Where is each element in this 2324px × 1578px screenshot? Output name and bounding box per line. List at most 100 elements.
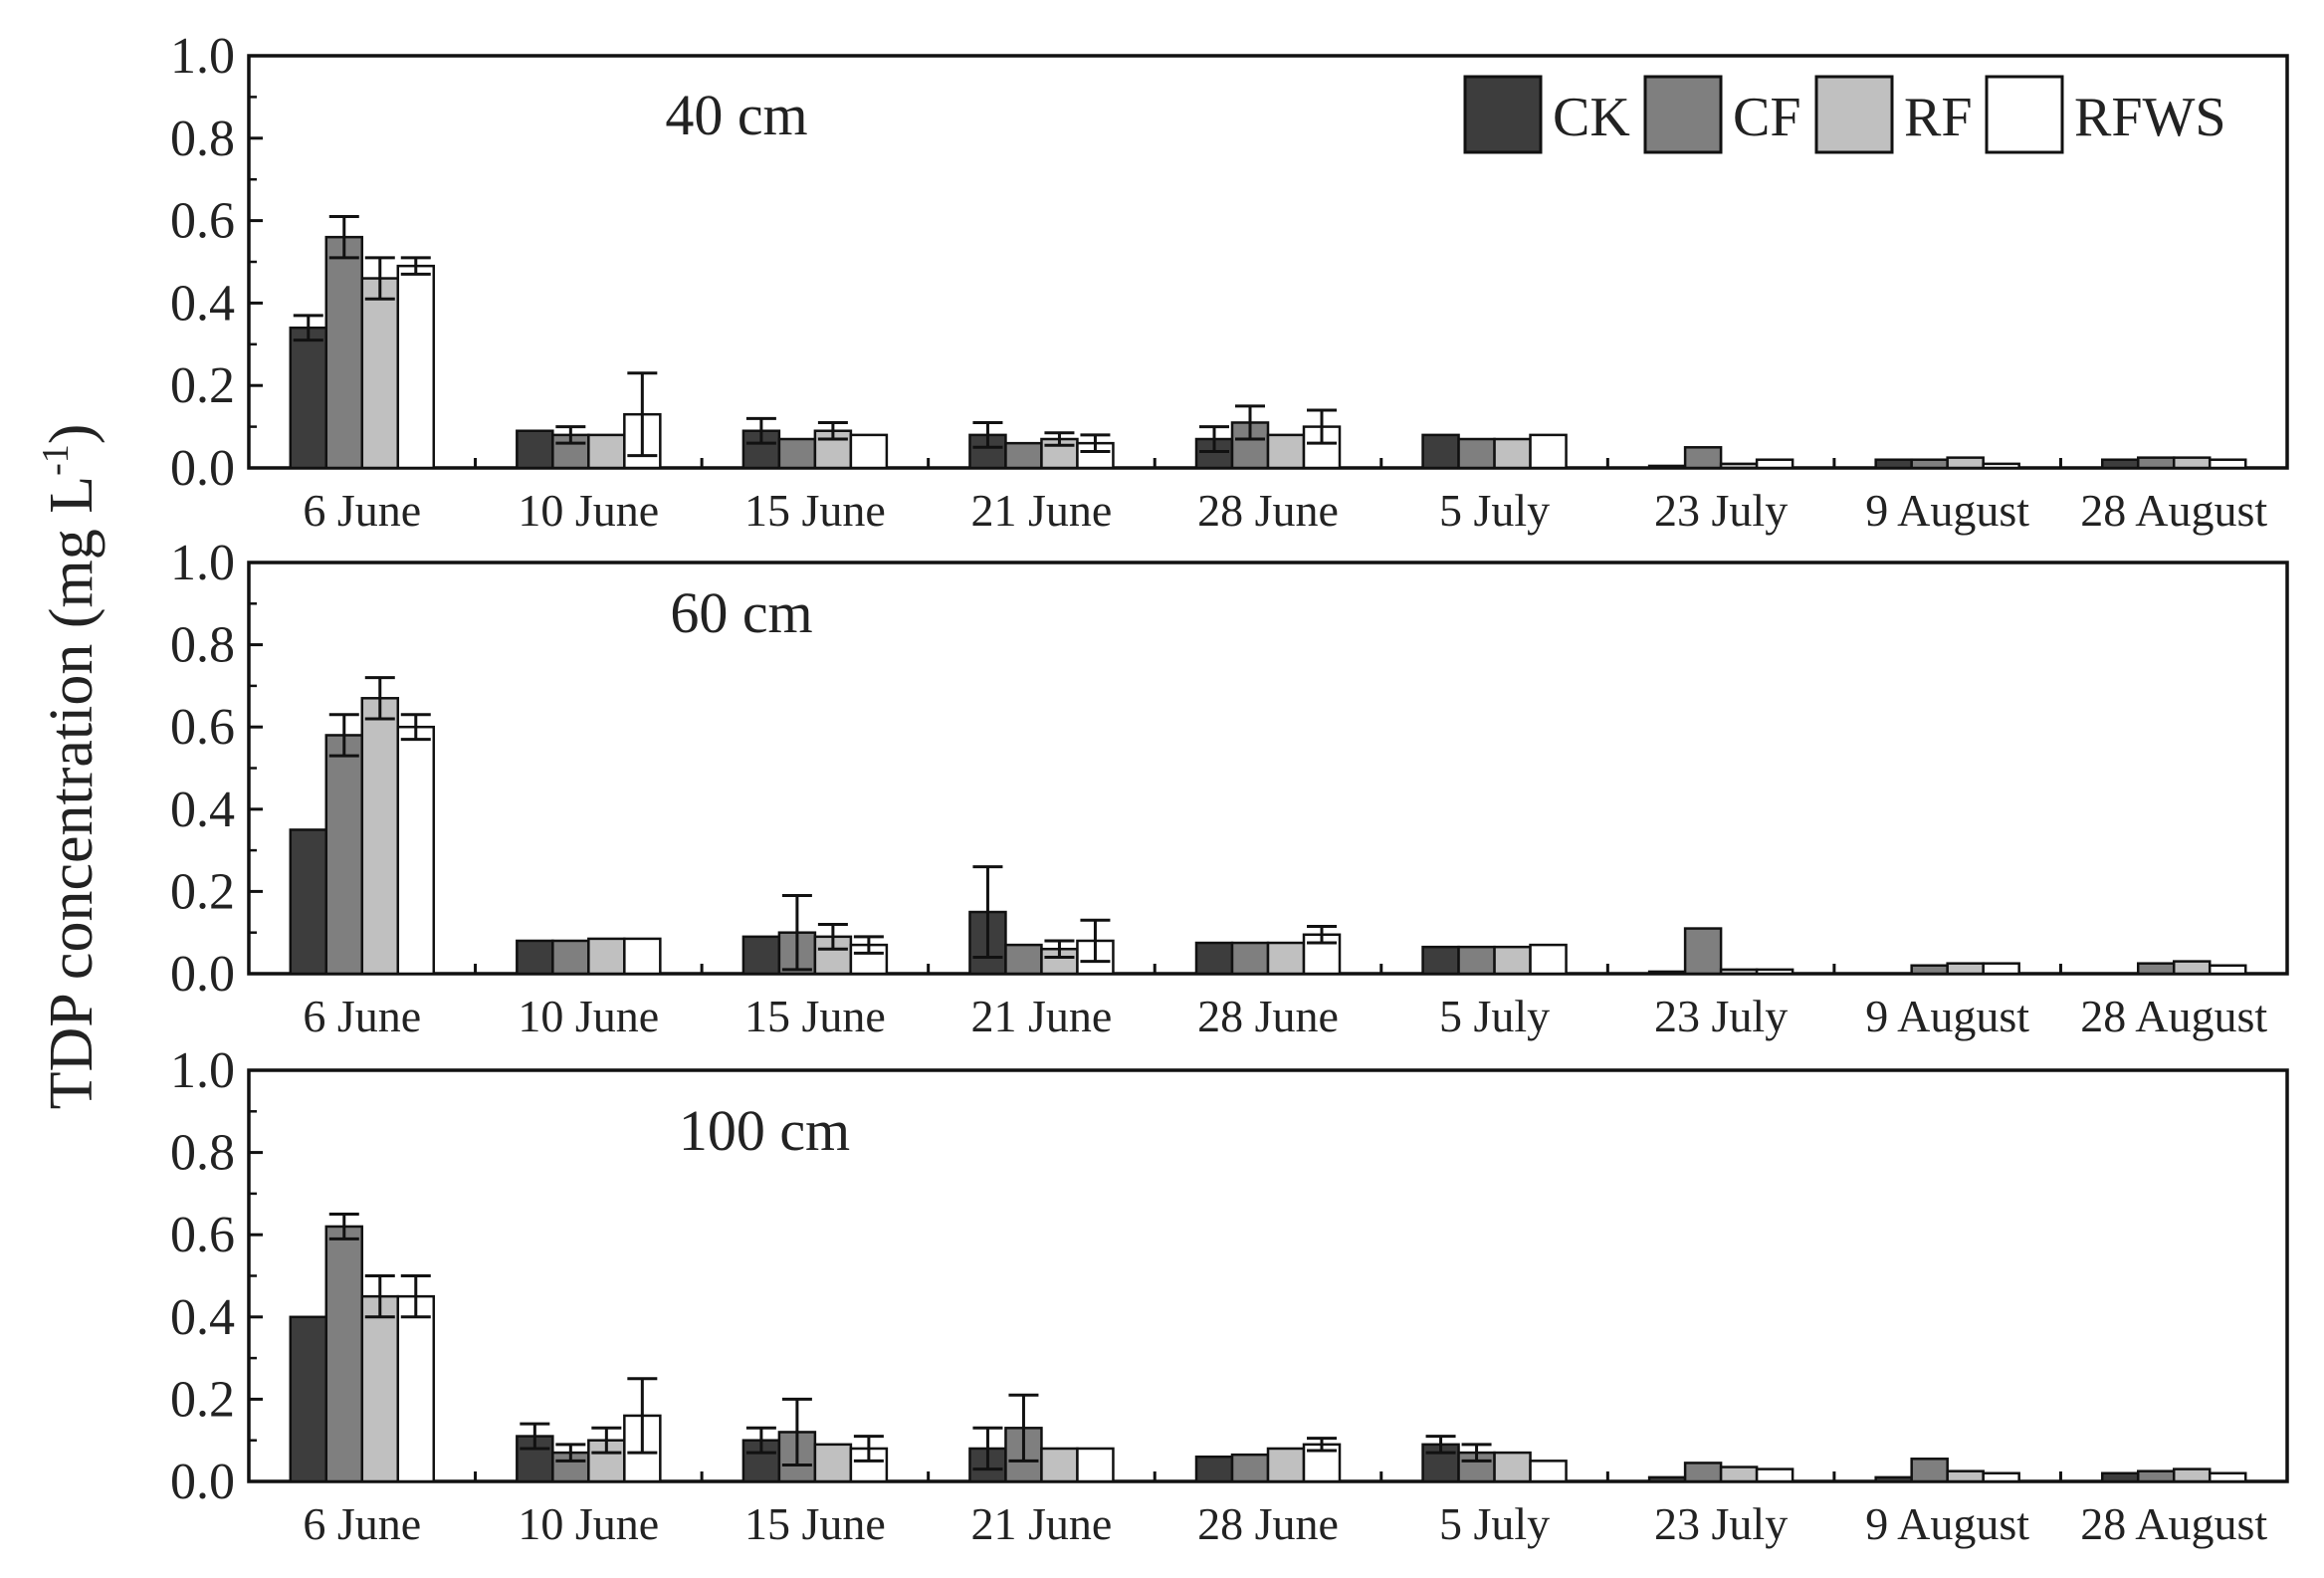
bar-cf [1457,437,1496,470]
bar-ck [1647,970,1687,976]
y-tick-label: 0.2 [170,1371,235,1428]
bar-rf [1946,962,1985,976]
bar-cf [551,939,590,976]
y-tick-label: 0.8 [170,1125,235,1182]
bar-rf [1493,437,1532,470]
y-tick-label: 1.0 [170,1042,235,1099]
x-tick-label: 5 July [1439,1498,1550,1549]
bar-rf [1946,1469,1985,1483]
legend-label-ck: CK [1553,87,1630,148]
bar-rf [587,433,626,470]
legend-swatch-rf [1814,75,1894,154]
bar-rf [813,1443,853,1483]
bar-cf [1683,446,1723,470]
x-tick-label: 28 August [2080,1498,2267,1549]
x-tick-label: 21 June [971,485,1113,536]
panel-2: 0.0 0.2 0.4 0.6 0.8 1.0 6 June 10 June 15 June 21… [170,1042,2289,1549]
bar-rf [360,277,400,470]
bar-cf [2136,962,2176,976]
bar-rfws [1755,968,1795,976]
x-tick-label: 28 June [1197,1498,1339,1549]
bar-rf [2172,960,2212,976]
x-tick-label: 10 June [518,485,659,536]
bar-cf [1230,1453,1270,1483]
bar-rfws [396,1294,436,1483]
x-tick-label: 28 August [2080,485,2267,536]
y-tick-label: 0.6 [170,699,235,756]
legend-label-rfws: RFWS [2074,87,2226,148]
bar-rfws [2208,1471,2247,1483]
legend-swatch-cf [1643,75,1723,154]
bar-rf [1946,456,1985,470]
x-tick-label: 23 July [1654,485,1788,536]
bar-rfws [1529,943,1568,976]
bar-cf [324,734,364,976]
legend-label-rf: RF [1904,87,1973,148]
y-tick-label: 0.6 [170,1207,235,1263]
x-tick-label: 23 July [1654,991,1788,1041]
bar-cf [1004,441,1043,470]
bar-rf [1040,1447,1079,1483]
bar-rfws [1982,962,2020,976]
x-tick-label: 10 June [518,1498,659,1549]
bar-rf [2172,1467,2212,1483]
x-tick-label: 21 June [971,991,1113,1041]
panel-1: 0.0 0.2 0.4 0.6 0.8 1.0 6 June 10 June 15 June 21… [170,535,2289,1041]
legend-label-cf: CF [1733,87,1801,148]
y-axis-label: TDP concentration (mg L-1) [35,424,106,1110]
x-tick-label: 15 June [744,1498,886,1549]
bar-rf [1719,1465,1759,1483]
bar-rfws [2208,964,2247,976]
bar-rfws [2208,458,2247,470]
bar-rfws [849,433,889,470]
y-tick-label: 0.2 [170,863,235,920]
bar-cf [1004,943,1043,976]
bar-rf [1266,1447,1306,1483]
bar-rfws [1529,1460,1568,1483]
y-tick-label: 0.0 [170,1454,235,1510]
x-tick-label: 28 August [2080,991,2267,1041]
panel-label: 40 cm [665,83,807,147]
x-tick-label: 28 June [1197,991,1339,1041]
bar-ck [289,828,328,976]
y-tick-label: 0.6 [170,193,235,250]
bar-rf [360,697,400,976]
legend-swatch-rfws [1985,75,2064,154]
x-tick-label: 23 July [1654,1498,1788,1549]
bar-rfws [396,264,436,470]
bar-rfws [1529,433,1568,470]
y-tick-label: 0.8 [170,111,235,167]
bar-rf [1266,433,1306,470]
bar-ck [1647,464,1687,470]
bar-cf [2136,1469,2176,1483]
bar-ck [2100,458,2140,470]
bar-rf [360,1294,400,1483]
x-tick-label: 15 June [744,991,886,1041]
panel-0: 0.0 0.2 0.4 0.6 0.8 1.0 6 June 10 June 15 June 21… [170,28,2289,536]
bar-ck [1421,433,1460,470]
x-tick-label: 6 June [303,991,421,1041]
bar-ck [289,326,328,470]
bar-ck [1874,1475,1913,1483]
x-tick-label: 15 June [744,485,886,536]
bar-ck [516,429,554,470]
legend-swatch-ck [1463,75,1543,154]
bar-cf [324,1225,364,1483]
plot-frame [247,54,2289,470]
bar-rfws [623,937,662,976]
bar-rfws [1982,1471,2020,1483]
y-tick-label: 0.2 [170,357,235,414]
bar-cf [1683,1462,1723,1483]
bar-cf [1683,927,1723,976]
bar-rf [1266,941,1306,976]
legend: CK CF RF RFWS [1463,75,2226,154]
bar-cf [1230,941,1270,976]
bar-cf [1910,964,1949,976]
bar-rf [1719,968,1759,976]
bar-cf [1457,945,1496,976]
bar-ck [2100,1471,2140,1483]
y-tick-label: 1.0 [170,28,235,85]
x-tick-label: 9 August [1865,485,2029,536]
x-tick-label: 10 June [518,991,659,1041]
